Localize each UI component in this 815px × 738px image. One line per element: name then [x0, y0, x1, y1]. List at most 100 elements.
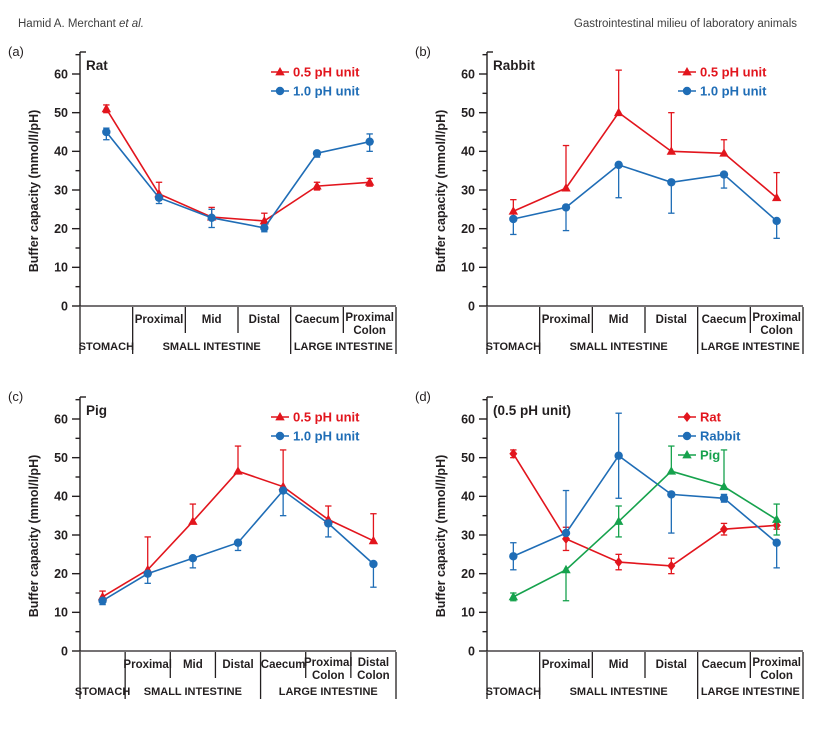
- x-category-label: Proximal: [304, 657, 353, 669]
- panel-b: (b) 0 10 20 30 40 50 60 Buffer capacity (mmol/l…: [407, 28, 815, 373]
- legend-marker: [682, 431, 692, 441]
- legend-item: Rabbit: [678, 429, 741, 444]
- data-point-marker: [613, 107, 624, 117]
- series-1-0-ph-unit: [102, 127, 374, 233]
- chart-pig: 0 10 20 30 40 50 60 Buffer capacity (mmol/l/pH)…: [27, 396, 397, 699]
- series-1-0-ph-unit: [509, 160, 781, 239]
- panel-a: (a) 0 10 20 30 40 50 60 Buffer capacity (mmol/l…: [0, 28, 407, 373]
- x-category-label-line2: Colon: [312, 670, 345, 682]
- data-point-marker: [278, 486, 288, 495]
- data-point-marker: [509, 448, 518, 459]
- y-tick-label: 40: [54, 145, 68, 159]
- y-tick-label: 60: [461, 67, 475, 81]
- y-tick-label: 20: [461, 567, 475, 581]
- chart-title: Rabbit: [493, 58, 536, 73]
- data-point-marker: [101, 103, 112, 113]
- legend: 0.5 pH unit 1.0 pH unit: [678, 65, 767, 99]
- legend-item: 0.5 pH unit: [271, 65, 360, 80]
- y-tick-label: 30: [54, 183, 68, 197]
- series-0-5-ph-unit: [508, 69, 782, 218]
- y-tick-label: 50: [54, 451, 68, 465]
- legend-label: 0.5 pH unit: [700, 65, 767, 80]
- y-tick-label: 50: [461, 451, 475, 465]
- y-tick-label: 40: [461, 490, 475, 504]
- data-point-marker: [561, 528, 571, 538]
- y-axis-title: Buffer capacity (mmol/l/pH): [434, 110, 448, 273]
- data-point-marker: [260, 223, 269, 233]
- data-point-marker: [772, 216, 781, 226]
- x-axis: Proximal Mid Distal Caecum ProximalColonSTOM…: [486, 650, 804, 699]
- y-axis: 0 10 20 30 40 50 60 Buffer capacity (mmol/l/pH): [434, 51, 493, 313]
- series-line: [513, 163, 778, 222]
- running-title: Gastrointestinal milieu of laboratory an…: [573, 18, 797, 30]
- legend-item: Pig: [678, 448, 720, 463]
- series-rabbit: [509, 412, 781, 571]
- x-group-label: LARGE INTESTINE: [294, 341, 393, 353]
- y-tick-label: 30: [461, 528, 475, 542]
- paper-page: Hamid A. Merchant et al. Gastrointestina…: [0, 18, 815, 718]
- x-category-label: Mid: [609, 314, 629, 326]
- x-category-label: Distal: [358, 657, 389, 669]
- series-0-5-ph-unit: [101, 103, 375, 226]
- x-group-label: SMALL INTESTINE: [570, 686, 668, 698]
- legend-item: 1.0 pH unit: [271, 84, 360, 99]
- x-axis: Proximal Mid Distal Caecum ProximalColonSTOM…: [79, 305, 397, 354]
- legend-item: 1.0 pH unit: [678, 84, 767, 99]
- data-point-marker: [720, 524, 728, 535]
- data-point-marker: [667, 490, 676, 499]
- legend-item: 0.5 pH unit: [678, 65, 767, 80]
- x-category-label: Mid: [183, 659, 203, 671]
- legend-label: 1.0 pH unit: [700, 84, 767, 99]
- data-point-marker: [614, 160, 623, 170]
- series-line: [513, 111, 778, 212]
- x-axis: Proximal Mid Distal Caecum ProximalColonSTOM…: [486, 305, 804, 354]
- data-point-marker: [719, 494, 729, 503]
- x-category-label: Proximal: [752, 657, 801, 669]
- data-point-marker: [102, 127, 111, 137]
- y-tick-label: 10: [54, 261, 68, 275]
- series-pig: [508, 445, 782, 602]
- legend-label: 1.0 pH unit: [293, 429, 360, 444]
- x-group-label: STOMACH: [486, 341, 541, 353]
- chart-rabbit: 0 10 20 30 40 50 60 Buffer capacity (mmol/l/pH)…: [434, 51, 804, 354]
- data-point-marker: [509, 214, 518, 224]
- y-tick-label: 50: [54, 106, 68, 120]
- x-category-label: Mid: [202, 314, 222, 326]
- legend-marker: [275, 67, 285, 76]
- data-point-marker: [365, 137, 374, 146]
- legend: Rat Rabbit Pig: [678, 410, 741, 463]
- legend-marker: [275, 431, 285, 441]
- data-point-marker: [509, 552, 518, 561]
- data-point-marker: [312, 181, 322, 190]
- data-point-marker: [98, 596, 107, 605]
- series-line: [105, 108, 370, 222]
- data-point-marker: [207, 213, 216, 223]
- legend-label: Pig: [700, 448, 720, 463]
- y-tick-label: 20: [461, 222, 475, 236]
- x-category-label: Proximal: [752, 312, 801, 324]
- author-etal: et al.: [118, 18, 144, 30]
- x-category-label: Proximal: [542, 314, 591, 326]
- chart-rat: 0 10 20 30 40 50 60 Buffer capacity (mmol/l/pH)…: [27, 51, 397, 354]
- x-category-label-line2: Colon: [353, 325, 386, 337]
- x-category-label-line2: Colon: [357, 670, 390, 682]
- x-group-label: STOMACH: [79, 341, 134, 353]
- chart-title: Rat: [86, 58, 108, 73]
- legend-item: 0.5 pH unit: [271, 410, 360, 425]
- data-point-marker: [667, 560, 676, 571]
- chart-comparison-05ph: 0 10 20 30 40 50 60 Buffer capacity (mmol/l/pH)…: [434, 396, 804, 699]
- series-line: [102, 470, 374, 598]
- x-category-label: Caecum: [295, 314, 340, 326]
- data-point-marker: [771, 514, 782, 523]
- x-category-label: Mid: [609, 659, 629, 671]
- x-category-label: Caecum: [261, 659, 306, 671]
- y-tick-label: 0: [61, 299, 68, 313]
- y-tick-label: 20: [54, 567, 68, 581]
- x-category-label: Caecum: [702, 314, 747, 326]
- panel-d: (d) 0 10 20 30 40 50 60 Buffer capacity (mmol/l…: [407, 373, 815, 718]
- x-group-label: STOMACH: [75, 686, 130, 698]
- y-tick-label: 20: [54, 222, 68, 236]
- panel-letter-b: (b): [415, 44, 431, 59]
- y-axis-title: Buffer capacity (mmol/l/pH): [434, 455, 448, 618]
- x-category-label-line2: Colon: [760, 670, 793, 682]
